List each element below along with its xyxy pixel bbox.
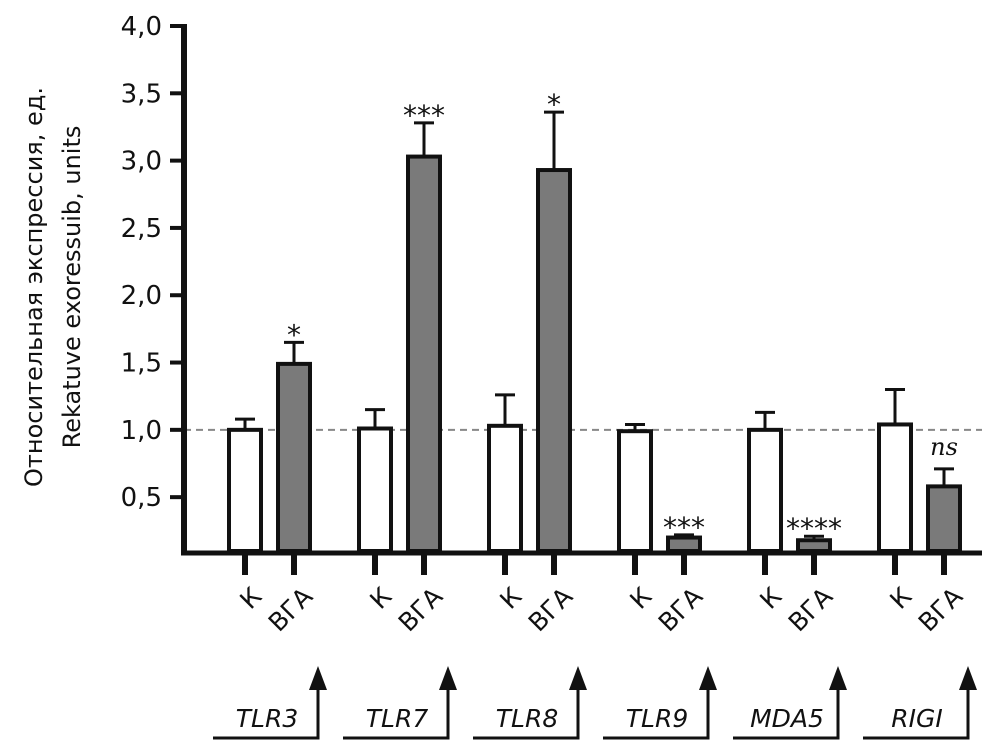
gene-arrow-head [829, 666, 847, 690]
gene-arrow-head [959, 666, 977, 690]
bar-control-tlr9 [617, 429, 653, 554]
bar-label-treated: ВГА [783, 582, 839, 638]
y-tick-label: 2,5 [121, 214, 162, 244]
gene-label-tlr9: TLR9 [626, 704, 688, 733]
gene-arrow-head [309, 666, 327, 690]
gene-arrow-line [603, 688, 710, 740]
y-tick-label: 3,0 [121, 147, 162, 177]
bar-label-treated: ВГА [263, 582, 319, 638]
y-tick-label: 2,0 [121, 281, 162, 311]
gene-label-tlr3: TLR3 [236, 704, 298, 733]
axis-layer: 0,5 1,0 1,5 2,0 2,5 3,0 3,5 4,0 [121, 12, 982, 575]
gene-label-mda5: MDA5 [750, 704, 824, 733]
gene-label-tlr8: TLR8 [496, 704, 558, 733]
bar-label-control: К [234, 582, 267, 615]
significance-marker: *** [663, 511, 705, 544]
bar-treated-tlr7 [406, 154, 442, 553]
significance-marker: ns [930, 433, 958, 461]
y-tick-label: 1,0 [121, 416, 162, 446]
gene-arrow-head [569, 666, 587, 690]
gene-label-tlr7: TLR7 [366, 704, 429, 733]
significance-marker: *** [403, 99, 445, 132]
gene-arrow-line [213, 688, 320, 740]
gene-arrow-line [733, 688, 840, 740]
significance-marker: * [287, 318, 301, 351]
bar-control-rigi [877, 422, 913, 554]
gene-arrow-line [863, 688, 970, 740]
bar-treated-tlr8 [536, 168, 572, 554]
gene-arrow-head [439, 666, 457, 690]
significance-marker: * [547, 88, 561, 121]
bar-control-tlr3 [227, 427, 263, 554]
bar-control-tlr7 [357, 426, 393, 553]
bar-label-control: К [884, 582, 917, 615]
bar-label-treated: ВГА [653, 582, 709, 638]
bar-label-treated: ВГА [393, 582, 449, 638]
bar-control-mda5 [747, 427, 783, 554]
bar-label-control: К [754, 582, 787, 615]
y-axis-label-ru: Относительная экспрессия, ед. [20, 87, 48, 487]
y-tick-label: 1,5 [121, 349, 162, 379]
y-axis-label-en: Rekatuve exoressuib, units [58, 126, 86, 449]
bar-label-control: К [494, 582, 527, 615]
labels-layer: КВГА*TLR3КВГА***TLR7КВГА*TLR8КВГА***TLR9… [213, 88, 977, 740]
y-tick-label: 3,5 [121, 79, 162, 109]
gene-arrow-line [343, 688, 450, 740]
bar-label-control: К [624, 582, 657, 615]
bars-layer [227, 110, 962, 554]
gene-arrow-line [473, 688, 580, 740]
bar-treated-tlr3 [276, 361, 312, 553]
significance-marker: **** [786, 512, 842, 545]
bar-treated-rigi [926, 484, 962, 553]
bar-label-treated: ВГА [523, 582, 579, 638]
y-tick-label: 0,5 [121, 483, 162, 513]
bar-label-control: К [364, 582, 397, 615]
bar-control-tlr8 [487, 423, 523, 553]
gene-arrow-head [699, 666, 717, 690]
y-tick-label: 4,0 [121, 12, 162, 42]
bar-label-treated: ВГА [913, 582, 969, 638]
gene-label-rigi: RIGI [891, 704, 943, 733]
